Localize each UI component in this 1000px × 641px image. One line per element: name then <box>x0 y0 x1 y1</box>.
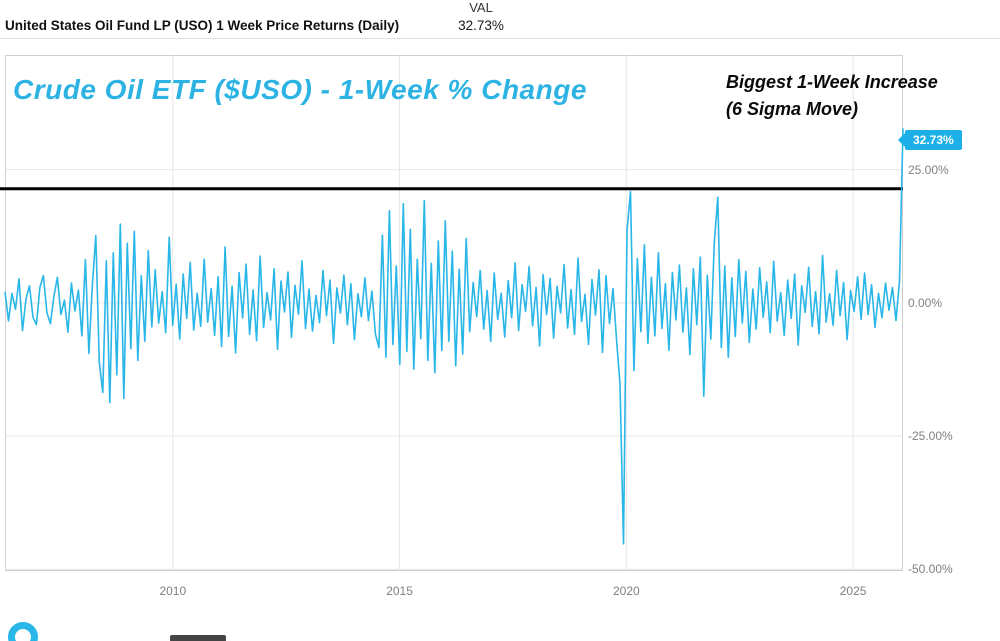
y-tick-label: -50.00% <box>908 562 953 577</box>
val-label: VAL <box>469 0 493 15</box>
series-title: United States Oil Fund LP (USO) 1 Week P… <box>5 18 400 33</box>
annotation-callout-line1: Biggest 1-Week Increase <box>726 72 938 92</box>
x-tick-label: 2015 <box>386 584 413 598</box>
y-tick-label: 0.00% <box>908 295 943 310</box>
last-value-badge: 32.73% <box>898 130 962 151</box>
price-line[interactable] <box>4 128 904 545</box>
ycharts-logo-icon <box>8 622 38 641</box>
header-divider <box>0 38 1000 39</box>
val-readout: VAL 32.73% <box>438 0 524 33</box>
val-value: 32.73% <box>458 18 504 33</box>
badge-arrow-icon <box>898 133 905 148</box>
x-tick-label: 2010 <box>159 584 187 598</box>
y-tick-label: -25.00% <box>908 429 953 444</box>
plot-area[interactable] <box>0 55 904 571</box>
annotation-callout: Biggest 1-Week Increase (6 Sigma Move) <box>726 69 938 123</box>
y-tick-label: 25.00% <box>908 162 949 177</box>
annotation-callout-line2: (6 Sigma Move) <box>726 99 859 119</box>
footer-partial-text <box>170 635 226 641</box>
annotation-chart-title: Crude Oil ETF ($USO) - 1-Week % Change <box>13 74 587 105</box>
price-line-chart[interactable] <box>0 55 904 571</box>
x-tick-label: 2020 <box>612 584 640 598</box>
x-tick-label: 2025 <box>839 584 867 598</box>
badge-value: 32.73% <box>913 133 954 148</box>
